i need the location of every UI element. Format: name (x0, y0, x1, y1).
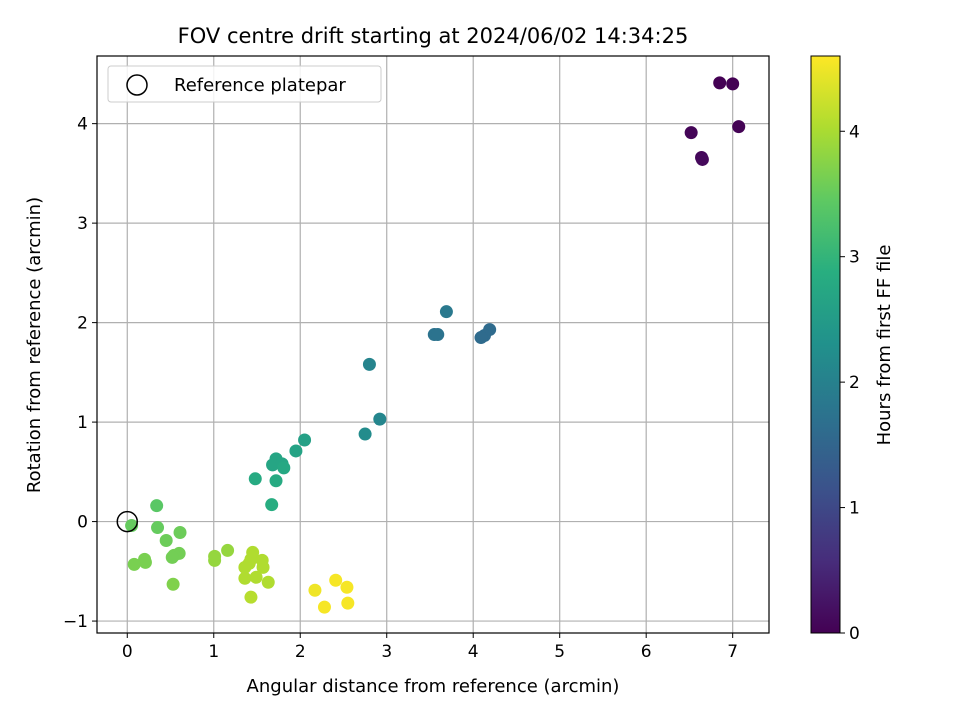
x-axis-ticks: 0 1 2 3 4 5 6 7 (122, 633, 738, 662)
x-axis-label: Angular distance from reference (arcmin) (247, 676, 620, 697)
colorbar-tick-label: 1 (849, 499, 860, 519)
data-point (358, 427, 372, 441)
data-point (127, 557, 141, 571)
data-point (165, 550, 179, 564)
colorbar-gradient (810, 55, 841, 634)
colorbar-tick-label: 2 (849, 373, 860, 393)
legend-label: Reference platepar (174, 75, 346, 96)
data-point (289, 444, 303, 458)
data-point (373, 412, 387, 426)
colorbar-tick-label: 4 (849, 122, 860, 142)
y-tick-label: 3 (77, 214, 88, 234)
data-point (340, 580, 354, 594)
reference-platepar-point (116, 510, 139, 533)
y-tick-label: 4 (77, 115, 88, 135)
data-point (256, 560, 270, 574)
x-tick-label: 0 (122, 642, 133, 662)
data-point (269, 474, 283, 488)
x-tick-label: 7 (727, 642, 738, 662)
legend-reference-marker (126, 74, 148, 96)
x-tick-label: 4 (468, 642, 479, 662)
plot-frame (96, 55, 770, 634)
data-point (238, 571, 252, 585)
data-point (238, 560, 252, 574)
colorbar-tick-label: 3 (849, 248, 860, 268)
data-point (329, 573, 343, 587)
y-tick-label: 0 (77, 513, 88, 533)
x-tick-label: 5 (554, 642, 565, 662)
data-point (266, 458, 280, 472)
x-tick-label: 6 (641, 642, 652, 662)
y-tick-label: 2 (77, 314, 88, 334)
data-point (138, 555, 152, 569)
y-tick-label: −1 (63, 612, 88, 632)
data-point (308, 583, 322, 597)
data-point (317, 600, 331, 614)
data-point (362, 357, 376, 371)
data-point (150, 499, 164, 513)
y-tick-label: 1 (77, 413, 88, 433)
data-point (726, 77, 740, 91)
data-point (713, 76, 727, 90)
data-point (159, 533, 173, 547)
reference-marker (116, 510, 139, 533)
colorbar: 0 1 2 3 4 Hours from first FF file (810, 55, 895, 644)
data-point (249, 570, 263, 584)
x-tick-label: 3 (381, 642, 392, 662)
data-point (261, 575, 275, 589)
x-tick-label: 1 (208, 642, 219, 662)
data-point (341, 596, 355, 610)
chart-title: FOV centre drift starting at 2024/06/02 … (178, 24, 689, 48)
data-point (431, 328, 445, 342)
legend: Reference platepar (107, 65, 382, 103)
data-point (439, 305, 453, 319)
data-point (248, 472, 262, 486)
grid-lines (97, 56, 769, 633)
data-point (277, 461, 291, 475)
data-point (151, 521, 165, 535)
colorbar-label: Hours from first FF file (874, 245, 895, 446)
data-point (221, 543, 235, 557)
data-point (684, 126, 698, 140)
data-point (695, 152, 709, 166)
data-point (298, 433, 312, 447)
data-point (474, 331, 488, 345)
y-axis-label: Rotation from reference (arcmin) (24, 197, 45, 493)
data-point (265, 498, 279, 512)
colorbar-tick-label: 0 (849, 624, 860, 644)
data-point (166, 577, 180, 591)
data-point (208, 553, 222, 567)
colorbar-ticks: 0 1 2 3 4 (840, 122, 860, 644)
data-point (732, 120, 746, 134)
data-points (125, 76, 746, 614)
data-point (173, 526, 187, 540)
y-axis-ticks: −1 0 1 2 3 4 (63, 115, 97, 632)
data-point (244, 590, 258, 604)
legend-box (107, 65, 382, 103)
x-tick-label: 2 (295, 642, 306, 662)
